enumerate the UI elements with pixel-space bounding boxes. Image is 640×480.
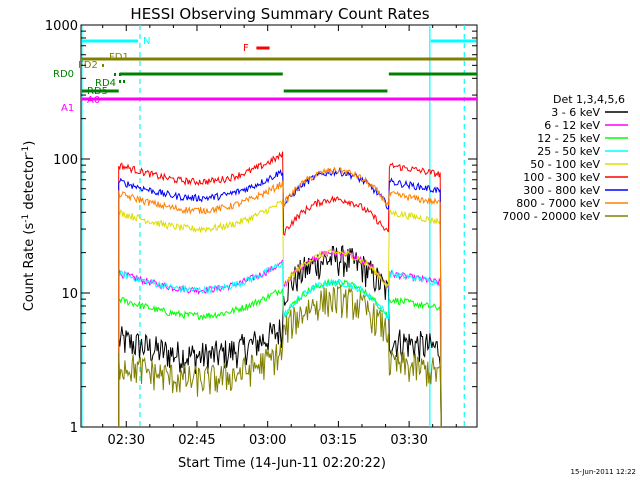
x-tick-label: 02:30 <box>108 433 145 448</box>
vertical-markers <box>81 25 465 427</box>
legend-entry-label: 300 - 800 keV <box>523 184 600 197</box>
y-tick-label: 10 <box>61 287 78 302</box>
flag-dot-rd0 <box>119 73 121 76</box>
x-tick-label: 02:45 <box>178 433 215 448</box>
legend-entry-label: 3 - 6 keV <box>551 106 600 119</box>
x-axis-ticks: 02:30 02:45 03:00 03:15 03:30 <box>102 25 457 448</box>
series-line <box>118 167 442 428</box>
flag-label-rd0: RD0 <box>53 69 74 80</box>
legend-entry-label: 50 - 100 keV <box>530 158 600 171</box>
series-line <box>118 151 442 428</box>
legend-entry-label: 100 - 300 keV <box>523 171 600 184</box>
y-axis-label-part1: Count Rate (s <box>22 223 37 312</box>
y-axis-label-part3: ) <box>22 141 37 146</box>
x-tick-label: 03:15 <box>320 433 357 448</box>
x-tick-label: 03:00 <box>249 433 286 448</box>
flag-dot-rd4 <box>119 80 121 83</box>
series-line <box>118 167 442 428</box>
series-line <box>118 244 442 428</box>
y-axis-label-part2: detector <box>22 154 37 214</box>
y-tick-label: 100 <box>53 153 78 168</box>
flag-label-rd5: RD5 <box>87 86 108 97</box>
flag-label-rd4: RD4 <box>95 78 116 89</box>
footer-date: 15-Jun-2011 12:22 <box>571 468 637 476</box>
flag-label-fd2: FD2 <box>78 60 98 71</box>
plot-frame <box>80 24 478 428</box>
flag-label-f: F <box>243 43 249 54</box>
y-tick-label: 1 <box>70 421 78 436</box>
flag-label-n: N <box>143 36 150 47</box>
series-line <box>118 278 442 428</box>
flag-dot-rd0 <box>114 73 116 76</box>
legend-entry-label: 25 - 50 keV <box>537 145 600 158</box>
y-axis-label-sup1: -1 <box>21 214 31 223</box>
legend-entry-label: 6 - 12 keV <box>544 119 600 132</box>
legend-entry-label: 800 - 7000 keV <box>516 197 600 210</box>
series-line <box>118 199 442 428</box>
y-axis-label-sup2: -1 <box>21 146 31 155</box>
legend-entry-label: 12 - 25 keV <box>537 132 600 145</box>
flag-label-a1: A1 <box>61 103 74 114</box>
y-tick-label: 1000 <box>45 19 78 34</box>
chart-title: HESSI Observing Summary Count Rates <box>130 5 429 23</box>
series-lines <box>118 151 442 428</box>
flag-label-a0: A0 <box>87 95 100 106</box>
x-axis-label: Start Time (14-Jun-11 02:20:22) <box>178 456 386 471</box>
x-tick-label: 03:30 <box>390 433 427 448</box>
series-line <box>118 261 442 428</box>
legend-title: Det 1,3,4,5,6 <box>553 93 625 106</box>
flag-label-fd1: FD1 <box>109 52 129 63</box>
series-line <box>118 248 442 428</box>
flag-dot-rd4 <box>123 80 125 83</box>
y-axis-label: Count Rate (s-1 detector-1) <box>21 141 37 312</box>
y-axis-ticks: 1 10 100 1000 <box>45 19 477 436</box>
flag-dot-fd2 <box>102 64 104 67</box>
series-line <box>118 284 442 428</box>
legend-entry-label: 7000 - 20000 keV <box>502 210 600 223</box>
